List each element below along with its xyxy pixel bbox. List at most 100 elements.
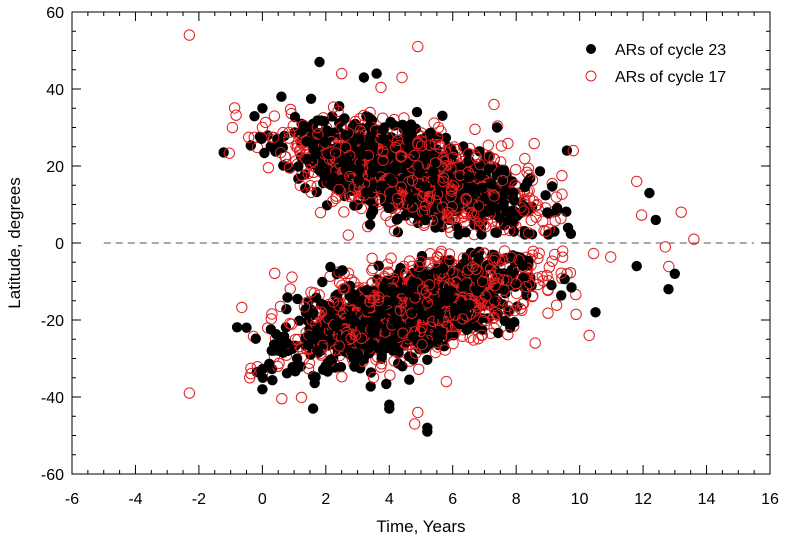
scatter-point — [546, 255, 558, 267]
scatter-point — [285, 318, 298, 330]
scatter-point — [505, 251, 517, 263]
scatter-point — [304, 180, 317, 192]
scatter-point — [302, 167, 314, 180]
scatter-point — [433, 309, 445, 320]
scatter-point — [279, 331, 290, 342]
scatter-point — [530, 211, 542, 223]
scatter-point — [508, 195, 520, 206]
scatter-point — [528, 137, 540, 150]
x-tick-label: -2 — [192, 491, 206, 508]
scatter-point — [409, 418, 421, 430]
scatter-point — [281, 304, 292, 315]
scatter-point — [395, 150, 408, 162]
scatter-point — [422, 258, 435, 271]
y-tick-label: -60 — [41, 467, 64, 484]
scatter-point — [327, 111, 338, 122]
scatter-point — [391, 192, 404, 205]
scatter-point — [354, 133, 365, 144]
scatter-point — [556, 170, 568, 182]
x-tick-label: -6 — [65, 491, 79, 508]
scatter-point — [542, 207, 553, 218]
scatter-point — [428, 117, 440, 129]
scatter-point — [475, 329, 488, 341]
scatter-point — [537, 215, 549, 228]
scatter-point — [273, 143, 284, 154]
scatter-point — [550, 299, 563, 311]
scatter-point — [446, 200, 458, 213]
scatter-point — [385, 252, 397, 264]
scatter-point — [338, 206, 350, 218]
scatter-point — [422, 426, 433, 437]
scatter-point — [333, 184, 344, 195]
scatter-point — [245, 362, 257, 374]
scatter-point — [454, 319, 465, 330]
x-tick-label: -4 — [128, 491, 142, 508]
scatter-point — [540, 190, 551, 201]
scatter-point — [414, 167, 426, 178]
scatter-point — [472, 333, 485, 345]
scatter-point — [531, 272, 544, 284]
scatter-point — [327, 101, 340, 113]
scatter-point — [274, 300, 287, 313]
scatter-point — [488, 98, 500, 111]
scatter-point — [413, 363, 425, 375]
scatter-point — [256, 121, 269, 134]
scatter-point — [416, 321, 428, 334]
scatter-point — [315, 333, 327, 344]
scatter-point — [395, 262, 406, 274]
scatter-point — [371, 68, 382, 79]
scatter-point — [312, 345, 324, 356]
scatter-point — [265, 313, 277, 325]
scatter-point — [549, 248, 561, 261]
scatter-point — [474, 146, 485, 157]
scatter-point — [265, 324, 277, 335]
scatter-point — [332, 317, 343, 328]
scatter-point — [389, 120, 400, 131]
scatter-point — [552, 202, 563, 214]
scatter-point — [470, 263, 482, 275]
scatter-point — [508, 226, 519, 237]
scatter-point — [236, 301, 248, 314]
scatter-point — [434, 142, 446, 154]
scatter-point — [523, 227, 535, 239]
scatter-point — [509, 317, 520, 328]
scatter-point — [415, 256, 427, 268]
scatter-point — [495, 140, 508, 152]
legend-label-cycle-17: ARs of cycle 17 — [615, 69, 726, 86]
scatter-point — [555, 212, 567, 225]
scatter-point — [659, 241, 671, 253]
scatter-point — [412, 406, 424, 419]
scatter-point — [457, 303, 468, 314]
scatter-point — [477, 182, 488, 193]
scatter-point — [498, 199, 509, 210]
scatter-point — [520, 280, 533, 293]
scatter-point — [514, 302, 527, 315]
scatter-point — [590, 307, 601, 318]
scatter-point — [300, 183, 311, 194]
scatter-point — [425, 127, 436, 138]
scatter-point — [262, 162, 275, 174]
scatter-point — [393, 347, 404, 358]
scatter-point — [413, 260, 425, 273]
scatter-point — [367, 141, 379, 153]
scatter-point — [339, 113, 350, 124]
scatter-point — [336, 371, 348, 383]
scatter-point — [460, 194, 473, 206]
scatter-point — [447, 337, 459, 350]
scatter-point — [635, 209, 648, 221]
scatter-point — [487, 312, 499, 324]
scatter-point — [298, 301, 311, 313]
scatter-point — [353, 296, 365, 307]
scatter-point — [550, 191, 563, 203]
scatter-point — [475, 170, 486, 181]
scatter-point — [266, 308, 278, 320]
scatter-point — [467, 260, 479, 273]
scatter-point — [517, 260, 528, 271]
x-ticks: -6 -4 -2 0 2 4 6 8 10 12 14 16 — [65, 12, 779, 508]
scatter-point — [437, 172, 450, 184]
scatter-point — [534, 166, 546, 177]
scatter-point — [398, 124, 410, 135]
scatter-point — [375, 81, 387, 94]
scatter-point — [452, 175, 463, 186]
scatter-point — [428, 166, 439, 177]
